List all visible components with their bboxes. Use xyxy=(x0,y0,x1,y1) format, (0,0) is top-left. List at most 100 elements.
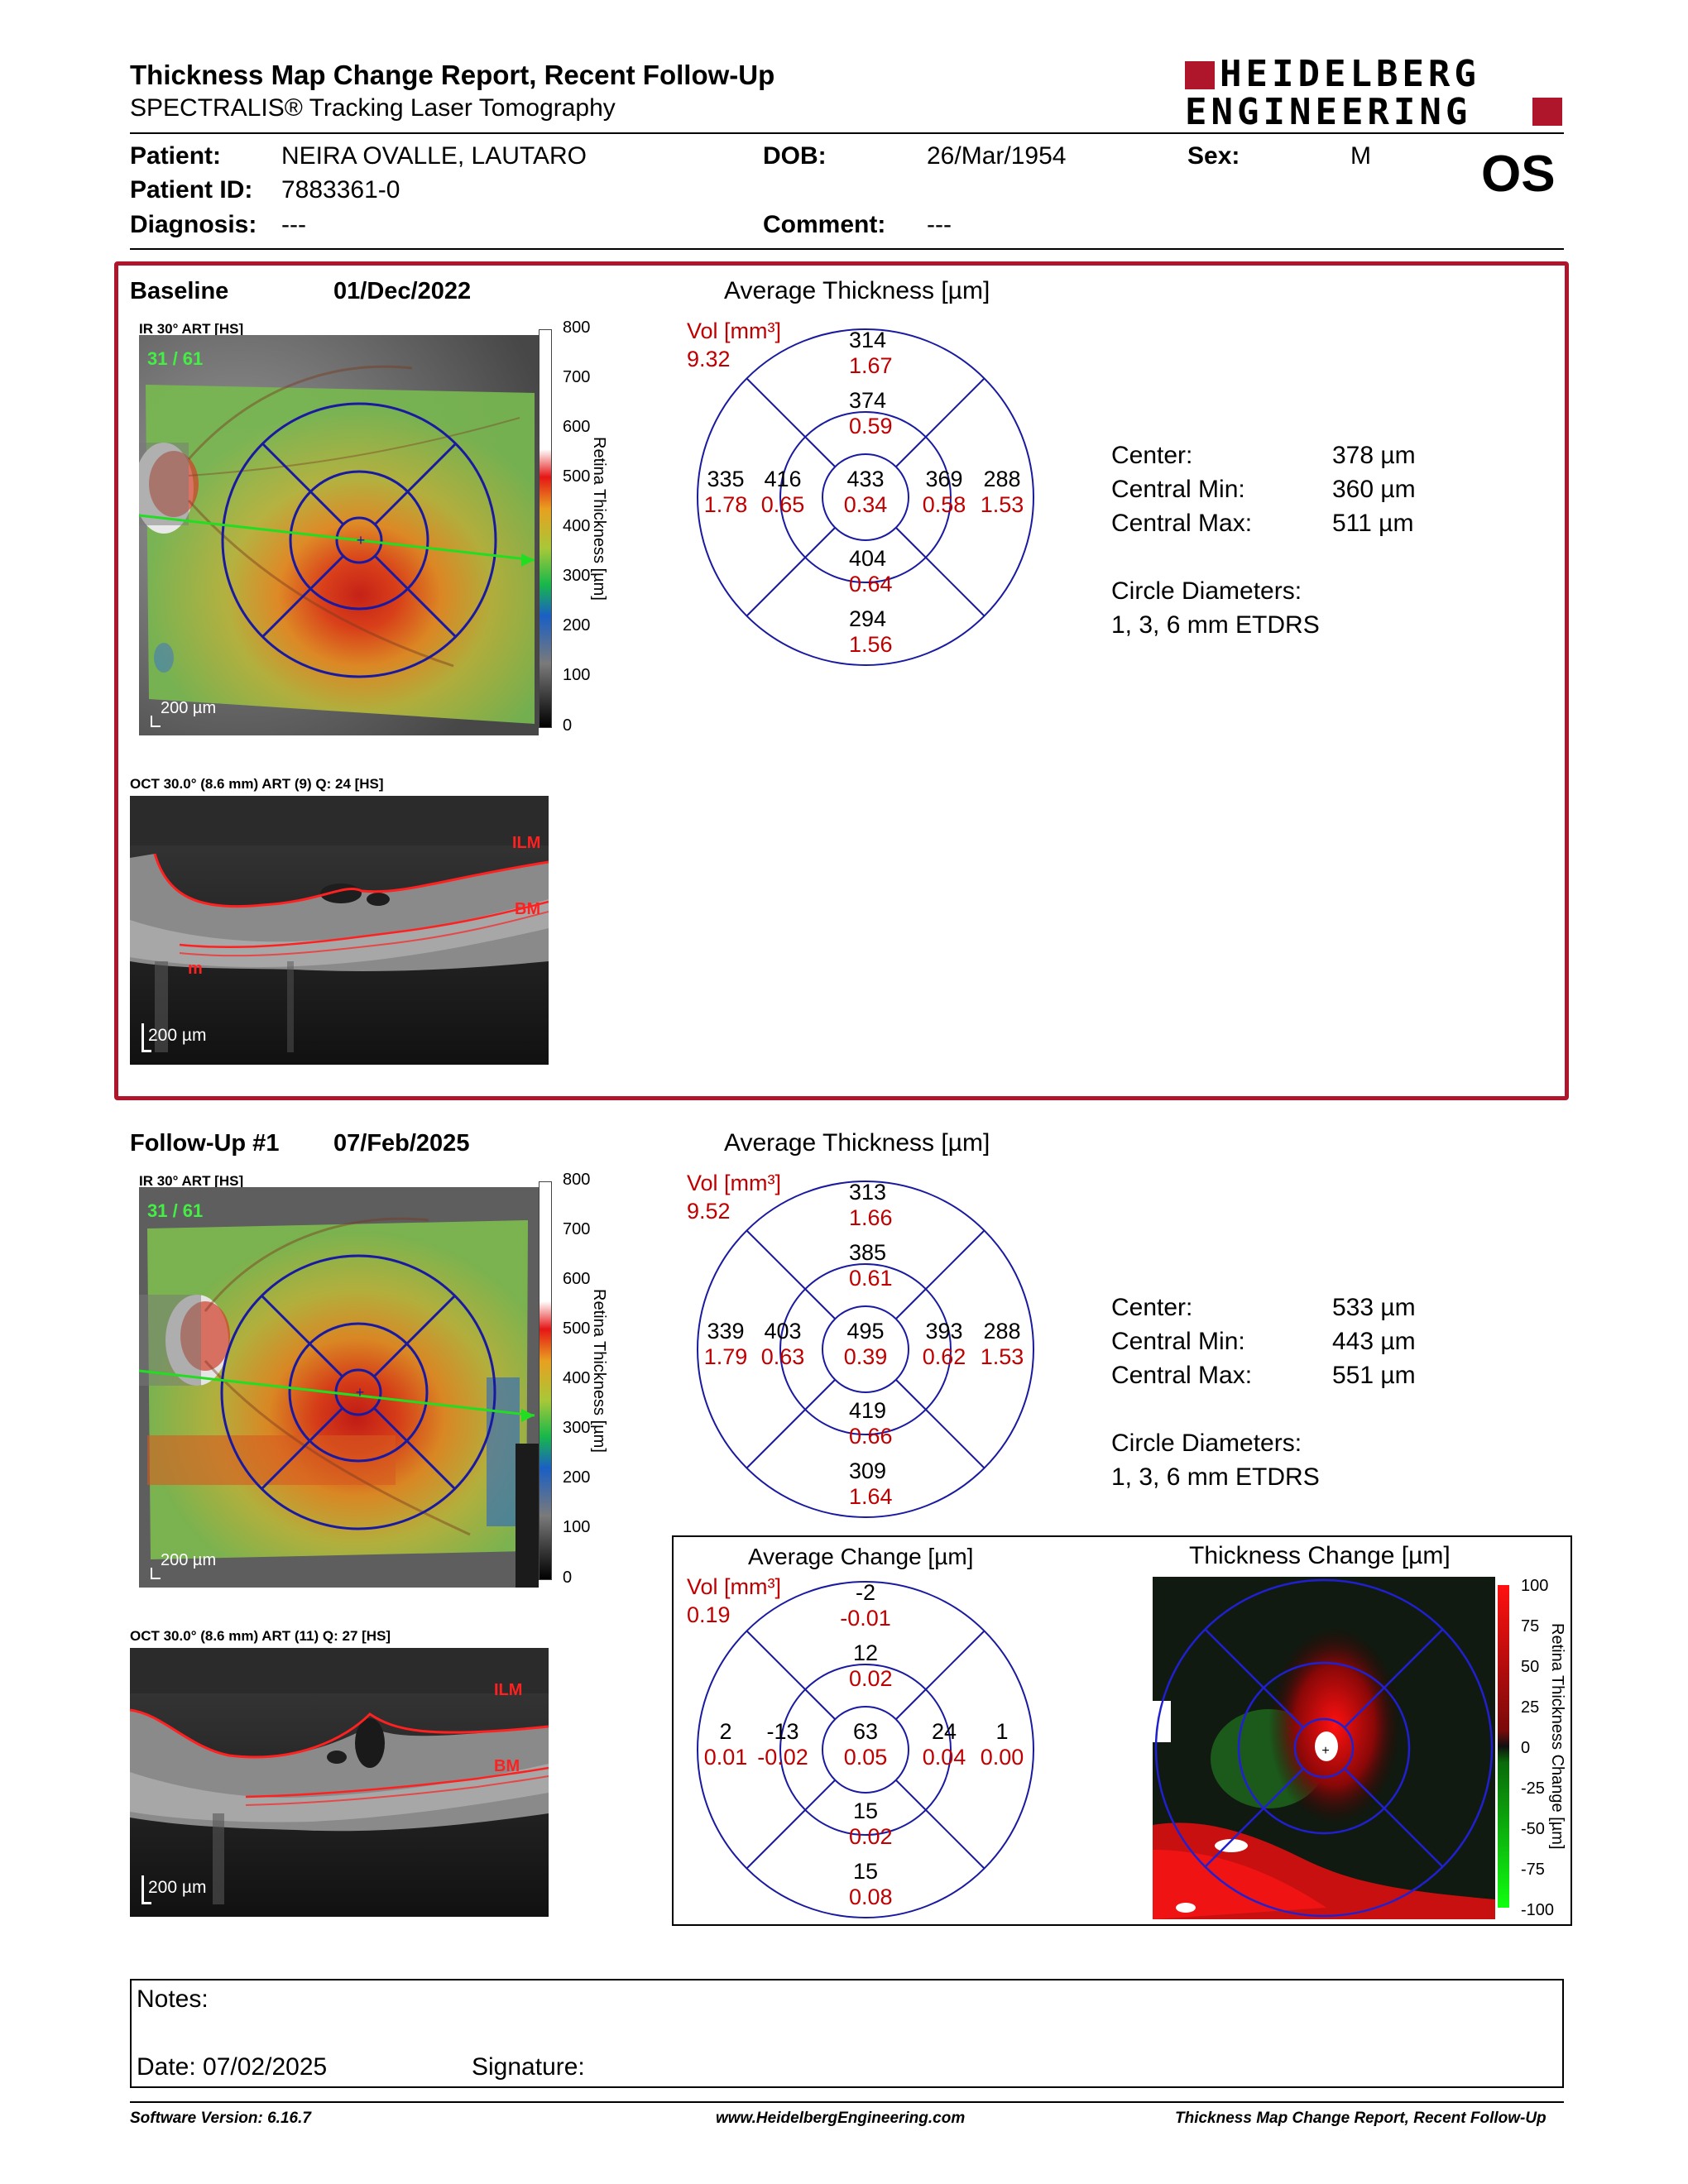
baseline-oct-image: ILM BM m 200 µm xyxy=(130,796,549,1065)
etdrs-outer-right: 1 0.00 xyxy=(980,1719,1024,1770)
etdrs-outer-inf: 294 1.56 xyxy=(849,606,893,657)
baseline-oct-scale: 200 µm xyxy=(148,1026,207,1045)
etdrs-inner-inf: 404 0.64 xyxy=(849,546,893,596)
followup-cb-tick: 100 xyxy=(563,1518,591,1536)
website-link[interactable]: www.HeidelbergEngineering.com xyxy=(716,2110,966,2127)
baseline-cb-tick: 300 xyxy=(563,567,591,585)
followup-vol-total: 9.52 xyxy=(687,1199,731,1224)
followup-min-label: Central Min: xyxy=(1111,1328,1245,1355)
followup-center-value: 533 µm xyxy=(1332,1294,1416,1321)
baseline-circle-label: Circle Diameters: xyxy=(1111,577,1302,605)
dob-value: 26/Mar/1954 xyxy=(927,142,1067,170)
etdrs-outer-right: 288 1.53 xyxy=(980,1319,1024,1369)
change-colorbar xyxy=(1498,1585,1509,1908)
change-cb-tick: 0 xyxy=(1521,1739,1531,1757)
baseline-ir-counter: 31 / 61 xyxy=(147,348,204,369)
sex-value: M xyxy=(1350,142,1371,170)
etdrs-inner-left: 403 0.63 xyxy=(760,1319,805,1369)
baseline-vol-label: Vol [mm³] xyxy=(687,318,782,343)
change-cb-tick: 50 xyxy=(1521,1658,1540,1676)
svg-text:+: + xyxy=(1321,1744,1329,1758)
baseline-vol-total: 9.32 xyxy=(687,347,731,371)
svg-text:+: + xyxy=(356,1384,365,1401)
followup-min-value: 443 µm xyxy=(1332,1328,1416,1355)
followup-cb-tick: 300 xyxy=(563,1419,591,1437)
baseline-oct-label: OCT 30.0° (8.6 mm) ART (9) Q: 24 [HS] xyxy=(130,776,384,792)
etdrs-inner-right: 369 0.58 xyxy=(922,467,966,517)
followup-circle-label: Circle Diameters: xyxy=(1111,1430,1302,1457)
comment-value: --- xyxy=(927,211,952,238)
logo-text-line1: HEIDELBERG xyxy=(1220,53,1480,95)
logo-text-line2: ENGINEERING xyxy=(1185,91,1472,133)
change-cb-tick: 25 xyxy=(1521,1698,1540,1717)
baseline-oct-m: m xyxy=(188,960,203,978)
followup-ir-image: + 31 / 61 200 µm xyxy=(139,1187,539,1588)
followup-avg-title: Average Thickness [µm] xyxy=(724,1129,990,1157)
baseline-center-value: 378 µm xyxy=(1332,442,1416,469)
followup-oct-scale: 200 µm xyxy=(148,1878,207,1897)
notes-label: Notes: xyxy=(137,1985,209,2013)
baseline-ir-scale: 200 µm xyxy=(161,699,217,717)
baseline-cb-tick: 700 xyxy=(563,368,591,386)
footer-report-name: Thickness Map Change Report, Recent Foll… xyxy=(1175,2110,1547,2127)
patient-name: NEIRA OVALLE, LAUTARO xyxy=(281,142,587,170)
notes-box[interactable] xyxy=(130,1979,1564,2088)
diagnosis-value: --- xyxy=(281,211,306,238)
change-colorbar-title: Retina Thickness Change [µm] xyxy=(1548,1623,1566,1850)
etdrs-outer-sup: -2 -0.01 xyxy=(840,1580,891,1631)
baseline-panel xyxy=(114,261,1569,1100)
change-vol-label: Vol [mm³] xyxy=(687,1574,782,1599)
sex-label: Sex: xyxy=(1187,142,1240,170)
baseline-cb-tick: 0 xyxy=(563,716,573,735)
etdrs-inner-sup: 385 0.61 xyxy=(849,1240,893,1291)
followup-date: 07/Feb/2025 xyxy=(333,1130,470,1157)
change-cb-tick: -25 xyxy=(1521,1779,1545,1798)
baseline-cb-tick: 600 xyxy=(563,418,591,436)
baseline-label: Baseline xyxy=(130,278,229,304)
change-cb-tick: 75 xyxy=(1521,1617,1540,1636)
etdrs-inner-right: 24 0.04 xyxy=(922,1719,966,1770)
footer-divider xyxy=(130,2101,1564,2103)
patient-id-label: Patient ID: xyxy=(130,176,253,204)
etdrs-outer-sup: 313 1.66 xyxy=(849,1180,893,1230)
etdrs-outer-left: 335 1.78 xyxy=(703,467,748,517)
baseline-cb-tick: 200 xyxy=(563,616,591,635)
patient-divider xyxy=(130,248,1564,250)
followup-cb-tick: 600 xyxy=(563,1270,591,1288)
followup-oct-label: OCT 30.0° (8.6 mm) ART (11) Q: 27 [HS] xyxy=(130,1628,391,1644)
followup-cb-tick: 700 xyxy=(563,1220,591,1238)
change-panel xyxy=(672,1535,1572,1926)
change-cb-tick: -100 xyxy=(1521,1901,1555,1919)
followup-cb-tick: 800 xyxy=(563,1171,591,1189)
etdrs-outer-left: 339 1.79 xyxy=(703,1319,748,1369)
heidelberg-logo: HEIDELBERG ENGINEERING xyxy=(1185,53,1566,133)
notes-date: Date: 07/02/2025 xyxy=(137,2053,328,2081)
baseline-ir-image: + 31 / 61 200 µm xyxy=(139,335,539,735)
etdrs-center: 495 0.39 xyxy=(843,1319,888,1369)
followup-circle-value: 1, 3, 6 mm ETDRS xyxy=(1111,1463,1320,1491)
change-cb-tick: -50 xyxy=(1521,1820,1545,1838)
followup-max-label: Central Max: xyxy=(1111,1362,1253,1389)
etdrs-inner-inf: 419 0.66 xyxy=(849,1398,893,1449)
etdrs-center: 433 0.34 xyxy=(843,467,888,517)
report-title: Thickness Map Change Report, Recent Foll… xyxy=(130,60,775,90)
followup-colorbar xyxy=(539,1181,552,1580)
baseline-center-label: Center: xyxy=(1111,442,1193,469)
etdrs-outer-left: 2 0.01 xyxy=(703,1719,748,1770)
baseline-min-value: 360 µm xyxy=(1332,476,1416,503)
etdrs-inner-left: 416 0.65 xyxy=(760,467,805,517)
change-vol-total: 0.19 xyxy=(687,1602,731,1627)
software-version: Software Version: 6.16.7 xyxy=(130,2110,311,2127)
etdrs-center: 63 0.05 xyxy=(843,1719,888,1770)
followup-ir-counter: 31 / 61 xyxy=(147,1200,204,1221)
etdrs-inner-left: -13 -0.02 xyxy=(757,1719,808,1770)
etdrs-outer-right: 288 1.53 xyxy=(980,467,1024,517)
etdrs-inner-sup: 374 0.59 xyxy=(849,388,893,438)
baseline-cb-tick: 100 xyxy=(563,666,591,684)
header-divider xyxy=(130,132,1564,134)
change-etdrs-chart: -2 -0.01 12 0.02 2 0.01 -13 -0.02 63 0.05 24 0… xyxy=(693,1580,1038,1919)
baseline-etdrs-chart: 314 1.67 374 0.59 335 1.78 416 0.65 433 0.34 … xyxy=(693,328,1038,667)
patient-label: Patient: xyxy=(130,142,222,170)
dob-label: DOB: xyxy=(763,142,827,170)
baseline-colorbar xyxy=(539,329,552,728)
